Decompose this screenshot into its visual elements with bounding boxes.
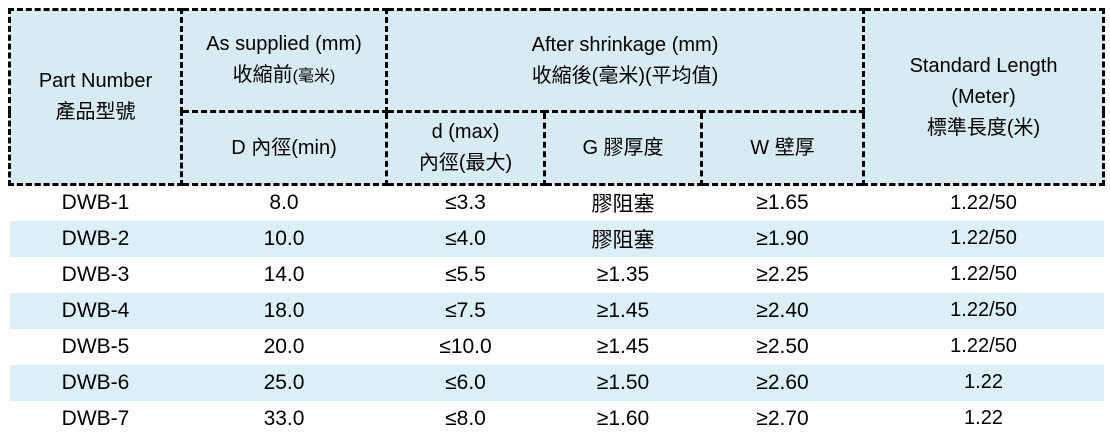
cell-part-number: DWB-6: [61, 370, 130, 394]
cell-w: ≥1.90: [756, 226, 809, 250]
cell-length: 1.22/50: [950, 335, 1017, 357]
table-row: DWB-1 8.0 ≤3.3 膠阻塞 ≥1.65 1.22/50: [9, 184, 1104, 221]
table-row: DWB-2 10.0 ≤4.0 膠阻塞 ≥1.90 1.22/50: [9, 220, 1104, 257]
table-body: DWB-1 8.0 ≤3.3 膠阻塞 ≥1.65 1.22/50 DWB-2 1…: [9, 184, 1104, 436]
cell-d-min: 20.0: [263, 334, 305, 358]
table-row: DWB-3 14.0 ≤5.5 ≥1.35 ≥2.25 1.22/50: [9, 256, 1104, 293]
header-g: G 膠厚度: [543, 110, 703, 186]
cell-d-min: 8.0: [269, 191, 299, 215]
cell-d-max: ≤7.5: [445, 298, 486, 322]
cell-d-max: ≤5.5: [445, 262, 486, 286]
cell-d-max: ≤10.0: [439, 334, 492, 358]
cell-w: ≥2.70: [756, 406, 809, 430]
cell-d-min: 14.0: [263, 262, 305, 286]
header-as-supplied: As supplied (mm) 收縮前(毫米): [180, 8, 388, 113]
cell-g: ≥1.45: [596, 334, 650, 358]
header-standard-length-en2: (Meter): [951, 85, 1016, 108]
cell-g: ≥1.60: [596, 406, 650, 430]
cell-d-max: ≤3.3: [445, 191, 486, 215]
cell-part-number: DWB-3: [61, 262, 130, 286]
header-as-supplied-zh: 收縮前(毫米): [232, 64, 336, 86]
cell-g: ≥1.50: [596, 370, 650, 394]
cell-length: 1.22/50: [950, 263, 1017, 285]
header-part-number-zh: 產品型號: [55, 101, 136, 123]
cell-w: ≥2.25: [756, 262, 809, 286]
cell-w: ≥2.50: [756, 334, 809, 358]
cell-w: ≥2.40: [756, 298, 809, 322]
cell-length: 1.22/50: [950, 191, 1017, 214]
cell-d-min: 25.0: [263, 370, 305, 394]
header-after-shrinkage: After shrinkage (mm) 收縮後(毫米)(平均值): [384, 8, 866, 113]
cell-w: ≥2.60: [756, 370, 809, 394]
header-w: W 壁厚: [699, 110, 866, 186]
cell-d-min: 18.0: [263, 298, 305, 322]
cell-length: 1.22: [964, 407, 1003, 429]
cell-g: ≥1.35: [596, 262, 650, 286]
cell-part-number: DWB-2: [61, 226, 130, 250]
cell-d-min: 10.0: [263, 226, 305, 250]
header-after-shrinkage-en: After shrinkage (mm): [531, 33, 719, 56]
cell-length: 1.22/50: [950, 299, 1017, 321]
cell-w: ≥1.65: [756, 191, 809, 215]
header-standard-length-zh: 標準長度(米): [926, 116, 1041, 139]
table-row: DWB-4 18.0 ≤7.5 ≥1.45 ≥2.40 1.22/50: [9, 292, 1104, 329]
header-part-number: Part Number 產品型號: [8, 8, 183, 186]
header-d-max-zh: 內徑(最大): [418, 152, 513, 174]
cell-d-max: ≤4.0: [445, 226, 486, 250]
table-row: DWB-7 33.0 ≤8.0 ≥1.60 ≥2.70 1.22: [9, 400, 1104, 436]
table-row: DWB-6 25.0 ≤6.0 ≥1.50 ≥2.60 1.22: [9, 364, 1104, 401]
cell-length: 1.22: [964, 371, 1003, 393]
header-d-max-en: d (max): [431, 121, 500, 143]
cell-length: 1.22/50: [950, 227, 1017, 249]
header-part-number-en: Part Number: [38, 70, 153, 92]
header-standard-length: Standard Length (Meter) 標準長度(米): [862, 8, 1106, 186]
cell-g: 膠阻塞: [591, 228, 655, 252]
header-standard-length-en1: Standard Length: [909, 54, 1058, 77]
cell-part-number: DWB-5: [61, 334, 130, 358]
cell-d-min: 33.0: [263, 406, 305, 430]
cell-g: ≥1.45: [596, 298, 650, 322]
cell-part-number: DWB-1: [61, 191, 130, 215]
cell-d-max: ≤8.0: [445, 406, 486, 430]
table-header: Part Number 產品型號 As supplied (mm) 收縮前(毫米…: [8, 8, 1106, 186]
table-row: DWB-5 20.0 ≤10.0 ≥1.45 ≥2.50 1.22/50: [9, 328, 1104, 365]
cell-part-number: DWB-4: [61, 298, 130, 322]
header-as-supplied-en: As supplied (mm): [206, 33, 362, 55]
header-d-min: D 內徑(min): [180, 110, 388, 186]
spec-table: Part Number 產品型號 As supplied (mm) 收縮前(毫米…: [8, 8, 1106, 436]
header-d-max: d (max) 內徑(最大): [385, 110, 546, 186]
cell-part-number: DWB-7: [61, 406, 130, 430]
header-after-shrinkage-zh: 收縮後(毫米)(平均值): [531, 64, 719, 87]
cell-d-max: ≤6.0: [445, 370, 486, 394]
cell-g: 膠阻塞: [591, 193, 655, 217]
